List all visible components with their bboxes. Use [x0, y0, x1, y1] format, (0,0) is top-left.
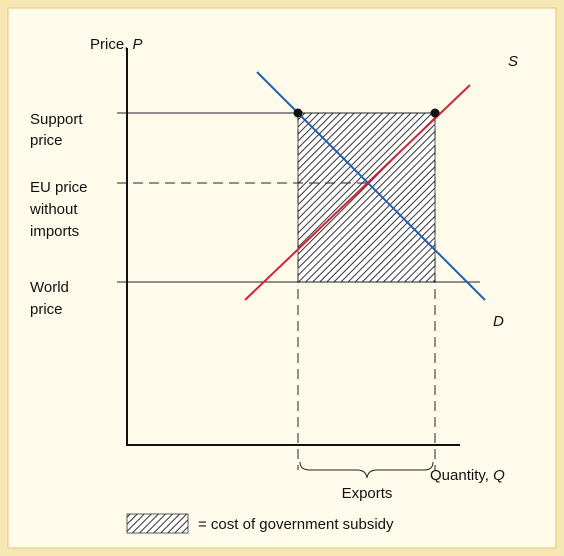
price-label: without — [29, 201, 78, 218]
price-label: price — [30, 301, 63, 318]
legend-text: = cost of government subsidy — [198, 516, 394, 533]
price-label: Support — [30, 111, 83, 128]
legend-swatch — [126, 513, 189, 534]
y-axis-label: Price, P — [90, 36, 143, 53]
supply-label: S — [508, 53, 518, 70]
brace — [299, 461, 434, 479]
exports-label: Exports — [342, 485, 393, 502]
point — [293, 108, 303, 118]
price-label: imports — [30, 223, 79, 240]
demand-label: D — [493, 313, 504, 330]
price-label: EU price — [30, 179, 88, 196]
price-label: World — [30, 279, 69, 296]
supply-curve — [244, 84, 471, 301]
point — [430, 108, 440, 118]
price-label: price — [30, 132, 63, 149]
x-axis-label: Quantity, Q — [430, 467, 505, 484]
